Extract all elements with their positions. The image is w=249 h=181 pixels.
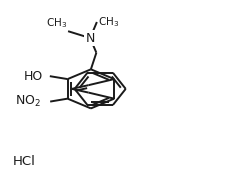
Text: HO: HO — [24, 70, 43, 83]
Text: CH$_3$: CH$_3$ — [98, 15, 119, 29]
Text: N: N — [85, 31, 95, 45]
Text: CH$_3$: CH$_3$ — [46, 16, 67, 30]
Text: NO$_2$: NO$_2$ — [15, 94, 41, 109]
Text: HCl: HCl — [12, 155, 35, 168]
